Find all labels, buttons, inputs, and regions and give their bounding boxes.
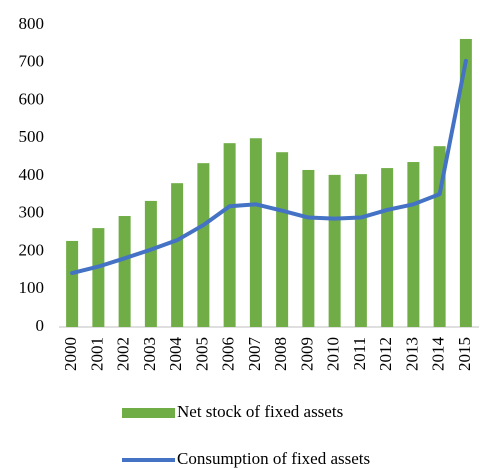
bar (302, 169, 315, 327)
x-tick-label: 2004 (166, 337, 185, 372)
bar (118, 216, 131, 327)
bar (433, 146, 446, 327)
x-tick-label: 2003 (140, 337, 159, 371)
x-tick-label: 2002 (114, 337, 133, 371)
x-tick-label: 2005 (192, 337, 211, 371)
line (70, 58, 468, 276)
bar (92, 228, 105, 327)
x-tick-label: 2000 (61, 337, 80, 371)
x-tick-label: 2010 (324, 337, 343, 371)
x-tick-label: 2011 (350, 337, 369, 370)
y-tick-label: 700 (19, 52, 45, 71)
bar (407, 162, 420, 327)
y-tick-label: 300 (19, 203, 45, 222)
bar (328, 174, 341, 327)
x-tick-label: 2001 (87, 337, 106, 371)
x-tick-label: 2013 (402, 337, 421, 371)
x-tick-label: 2008 (271, 337, 290, 371)
bar (197, 163, 210, 327)
legend-label: Net stock of fixed assets (177, 402, 343, 421)
bar (381, 168, 394, 327)
x-tick-label: 2012 (376, 337, 395, 371)
y-tick-label: 200 (19, 240, 45, 259)
y-tick-label: 400 (19, 165, 45, 184)
x-tick-label: 2015 (455, 337, 474, 371)
bar (459, 38, 472, 327)
bar (223, 143, 236, 327)
legend-swatch (122, 408, 175, 418)
x-tick-label: 2007 (245, 337, 264, 372)
y-tick-label: 500 (19, 127, 45, 146)
y-tick-label: 0 (36, 316, 45, 335)
bar (249, 138, 262, 327)
y-tick-label: 600 (19, 89, 45, 108)
y-tick-label: 100 (19, 278, 45, 297)
bar (354, 174, 367, 327)
y-tick-label: 800 (19, 14, 45, 33)
bar (144, 200, 157, 327)
bar (66, 240, 79, 327)
x-tick-label: 2006 (219, 337, 238, 371)
legend-label: Consumption of fixed assets (177, 449, 370, 468)
bar (171, 183, 184, 327)
x-tick-label: 2009 (297, 337, 316, 371)
x-tick-label: 2014 (429, 337, 448, 372)
bar (276, 152, 289, 327)
